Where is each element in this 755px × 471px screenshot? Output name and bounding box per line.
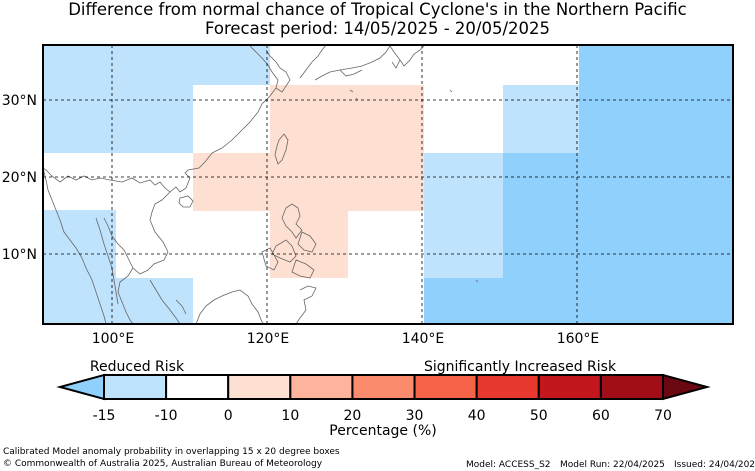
- colorbar-under-arrow: [56, 373, 105, 401]
- colorbar-bin: [351, 374, 416, 400]
- map-title: Difference from normal chance of Tropica…: [68, 0, 687, 19]
- colorbar-tick-label: -15: [93, 408, 116, 424]
- lon-label-140e: 140°E: [402, 331, 445, 347]
- reduced-risk-label: Reduced Risk: [90, 359, 185, 375]
- coastline-sumatra: [149, 279, 187, 324]
- box-reduced-east: [424, 278, 579, 324]
- lat-label-10n: 10°N: [2, 247, 37, 263]
- coastline-taiwan: [274, 133, 289, 165]
- gridlines: [43, 45, 733, 324]
- colorbar-tick-label: 40: [468, 408, 486, 424]
- box-slight-reduced-ne: [503, 85, 579, 153]
- coastline-china: [43, 45, 327, 193]
- lon-label-120e: 120°E: [247, 331, 290, 347]
- coastline-myanmar: [43, 167, 119, 324]
- box-reduced-nw: [43, 45, 270, 85]
- box-slight-reduced-west-south: [43, 210, 116, 324]
- colorbar-bin: [165, 374, 230, 400]
- colorbar-tick-labels: -15 -10 0 10 20 30 40 50 60 70: [93, 408, 672, 424]
- box-slight-reduced-west-north: [43, 85, 193, 153]
- lon-label-160e: 160°E: [557, 331, 600, 347]
- box-increase-central-south: [270, 211, 348, 278]
- box-increase-central-north: [270, 85, 424, 211]
- box-increase-central-west: [193, 153, 270, 211]
- model-run: Model Run: 22/04/2025: [560, 460, 665, 470]
- colorbar-tick-label: 50: [530, 408, 548, 424]
- method-note: Calibrated Model anomaly probability in …: [3, 447, 340, 457]
- map-frame: [42, 44, 734, 325]
- lat-label-30n: 30°N: [2, 93, 37, 109]
- box-slight-reduced-sw: [116, 278, 193, 324]
- colorbar-tick-label: 0: [224, 408, 233, 424]
- colorbar: [56, 373, 711, 401]
- colorbar-tick-label: 20: [344, 408, 362, 424]
- colorbar-tick-label: 10: [281, 408, 299, 424]
- coastlines: [43, 45, 479, 324]
- box-reduced-far-east: [579, 45, 733, 324]
- colorbar-bin: [413, 374, 478, 400]
- increased-risk-label: Significantly Increased Risk: [424, 359, 617, 375]
- anomaly-boxes: [43, 45, 733, 324]
- coastline-hainan: [178, 195, 194, 208]
- longitude-labels: 100°E 120°E 140°E 160°E: [92, 331, 600, 347]
- colorbar-bin: [227, 374, 292, 400]
- colorbar-tick-label: 70: [654, 408, 672, 424]
- issued-date: Issued: 24/04/2025: [674, 460, 755, 470]
- coastline-sulawesi: [295, 285, 317, 324]
- coastline-indochina: [103, 191, 171, 324]
- coastline-philippines: [261, 203, 317, 279]
- colorbar-axis-label: Percentage (%): [329, 423, 436, 439]
- forecast-period: Forecast period: 14/05/2025 - 20/05/2025: [204, 19, 551, 38]
- box-slight-reduced-east: [424, 153, 503, 278]
- lon-label-100e: 100°E: [92, 331, 135, 347]
- box-reduced-east-mid: [503, 153, 579, 278]
- colorbar-bin: [475, 374, 540, 400]
- coastline-islands: [349, 89, 479, 283]
- model-name: Model: ACCESS_S2: [466, 460, 551, 470]
- colorbar-bin: [599, 374, 665, 400]
- latitude-labels: 30°N 20°N 10°N: [2, 93, 37, 263]
- coastline-japan: [314, 45, 425, 81]
- colorbar-tick-label: -10: [155, 408, 178, 424]
- colorbar-tick-label: 30: [406, 408, 424, 424]
- colorbar-bin: [537, 374, 602, 400]
- coastline-borneo: [195, 289, 265, 324]
- colorbar-over-arrow: [662, 373, 711, 401]
- colorbar-tick-label: 60: [592, 408, 610, 424]
- lat-label-20n: 20°N: [2, 170, 37, 186]
- colorbar-bin: [103, 374, 168, 400]
- copyright-note: © Commonwealth of Australia 2025, Austra…: [3, 459, 323, 469]
- colorbar-bin: [289, 374, 354, 400]
